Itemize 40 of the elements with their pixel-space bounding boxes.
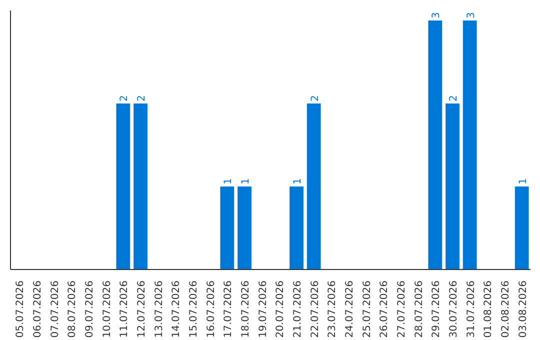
x-tick-label: 12.07.2026 — [136, 280, 148, 338]
x-tick-label: 21.07.2026 — [292, 280, 304, 338]
x-tick-label: 30.07.2026 — [448, 280, 460, 338]
x-tick-label: 17.07.2026 — [223, 280, 234, 338]
x-tick-label: 13.07.2026 — [154, 280, 165, 338]
x-tick-label: 23.07.2026 — [327, 280, 338, 338]
data-label: 2 — [310, 95, 321, 102]
x-tick-label: 03.08.2026 — [518, 280, 529, 338]
data-label: 2 — [136, 95, 148, 102]
x-tick-label: 24.07.2026 — [344, 280, 356, 338]
data-label: 3 — [431, 12, 442, 18]
x-tick-label: 11.07.2026 — [119, 280, 130, 338]
x-tick-label: 28.07.2026 — [414, 280, 425, 338]
data-label: 1 — [292, 178, 304, 184]
data-label: 1 — [518, 178, 529, 184]
x-tick-label: 16.07.2026 — [206, 280, 217, 338]
data-label: 1 — [240, 178, 252, 184]
x-tick-label: 29.07.2026 — [431, 280, 442, 338]
x-tick-label: 22.07.2026 — [310, 280, 321, 338]
x-tick-label: 14.07.2026 — [171, 280, 182, 338]
data-label: 1 — [223, 178, 234, 184]
x-tick-label: 01.08.2026 — [483, 280, 494, 338]
x-tick-label: 27.07.2026 — [396, 280, 408, 338]
x-tick-label: 09.07.2026 — [84, 280, 96, 338]
x-tick-label: 15.07.2026 — [188, 280, 200, 338]
x-tick-label: 20.07.2026 — [275, 280, 286, 338]
x-tick-label: 07.07.2026 — [50, 280, 61, 338]
x-tick-label: 05.07.2026 — [15, 280, 26, 338]
data-label: 2 — [119, 95, 130, 102]
x-tick-label: 06.07.2026 — [32, 280, 44, 338]
x-tick-label: 02.08.2026 — [500, 280, 512, 338]
x-tick-label: 18.07.2026 — [240, 280, 252, 338]
data-label: 3 — [466, 12, 477, 18]
x-tick-label: 26.07.2026 — [379, 280, 390, 338]
data-label: 2 — [448, 95, 460, 102]
x-tick-label: 10.07.2026 — [102, 280, 113, 338]
x-tick-label: 19.07.2026 — [258, 280, 269, 338]
x-tick-label: 31.07.2026 — [466, 280, 477, 338]
x-tick-label: 08.07.2026 — [67, 280, 78, 338]
x-tick-label: 25.07.2026 — [362, 280, 373, 338]
